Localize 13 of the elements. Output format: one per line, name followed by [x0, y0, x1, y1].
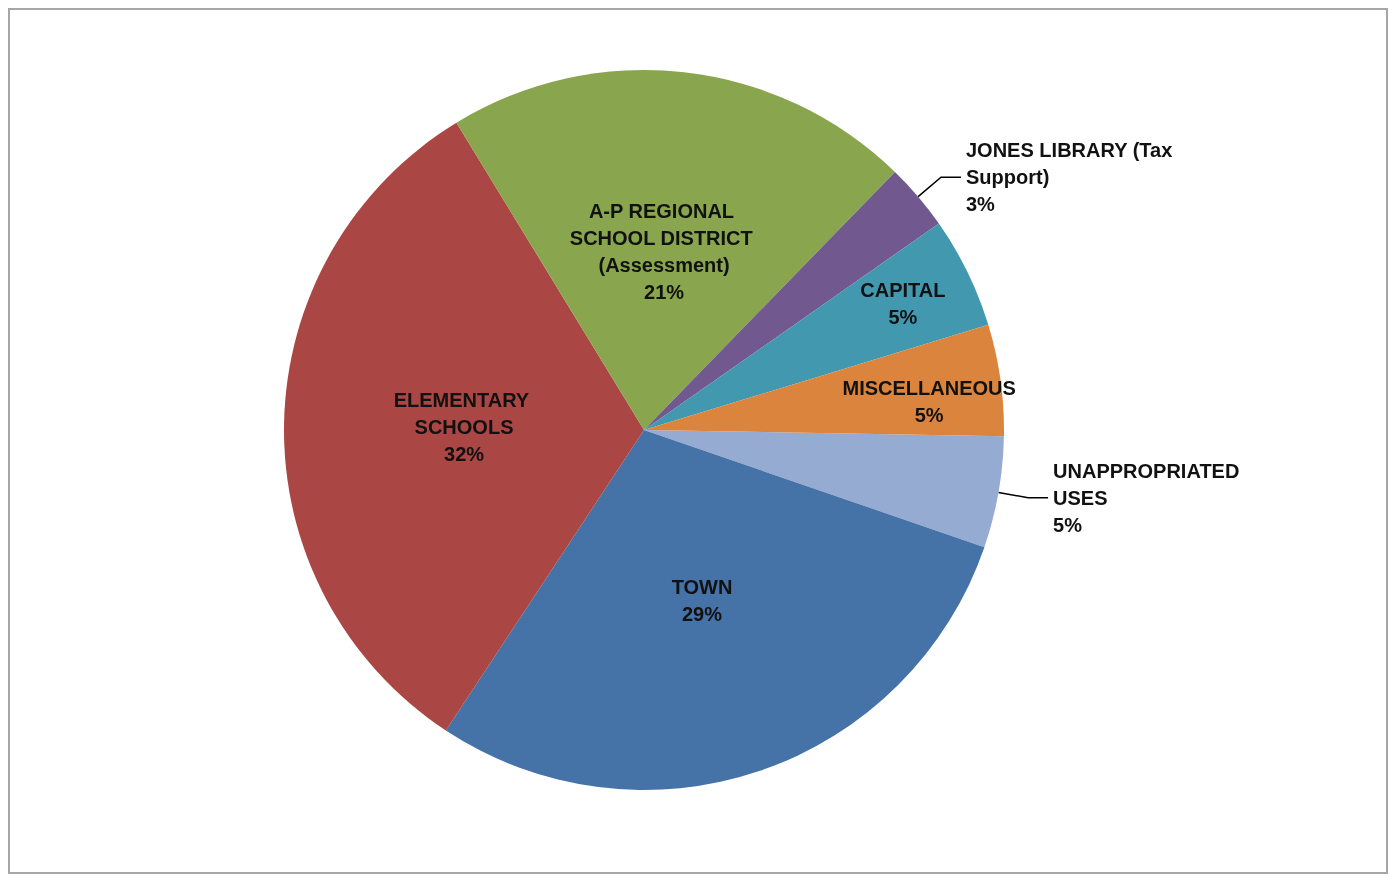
data-label: 5%	[888, 306, 918, 329]
data-label: 29%	[681, 602, 723, 625]
data-label: 3%	[966, 193, 996, 216]
slice-label: UNAPPROPRIATED USES	[1053, 459, 1245, 509]
slice-label: CAPITAL	[860, 279, 946, 302]
data-label: 32%	[444, 442, 485, 465]
slice-label: ELEMENTARY SCHOOLS	[393, 388, 535, 438]
slice-label: A-P REGIONAL SCHOOL DISTRICT (Assessment)	[569, 199, 759, 276]
slice-label: TOWN	[671, 575, 733, 598]
data-label: 5%	[1053, 513, 1083, 536]
data-label: 5%	[914, 404, 944, 427]
slice-label: JONES LIBRARY (Tax Support)	[966, 139, 1178, 189]
data-label: 21%	[644, 280, 685, 303]
